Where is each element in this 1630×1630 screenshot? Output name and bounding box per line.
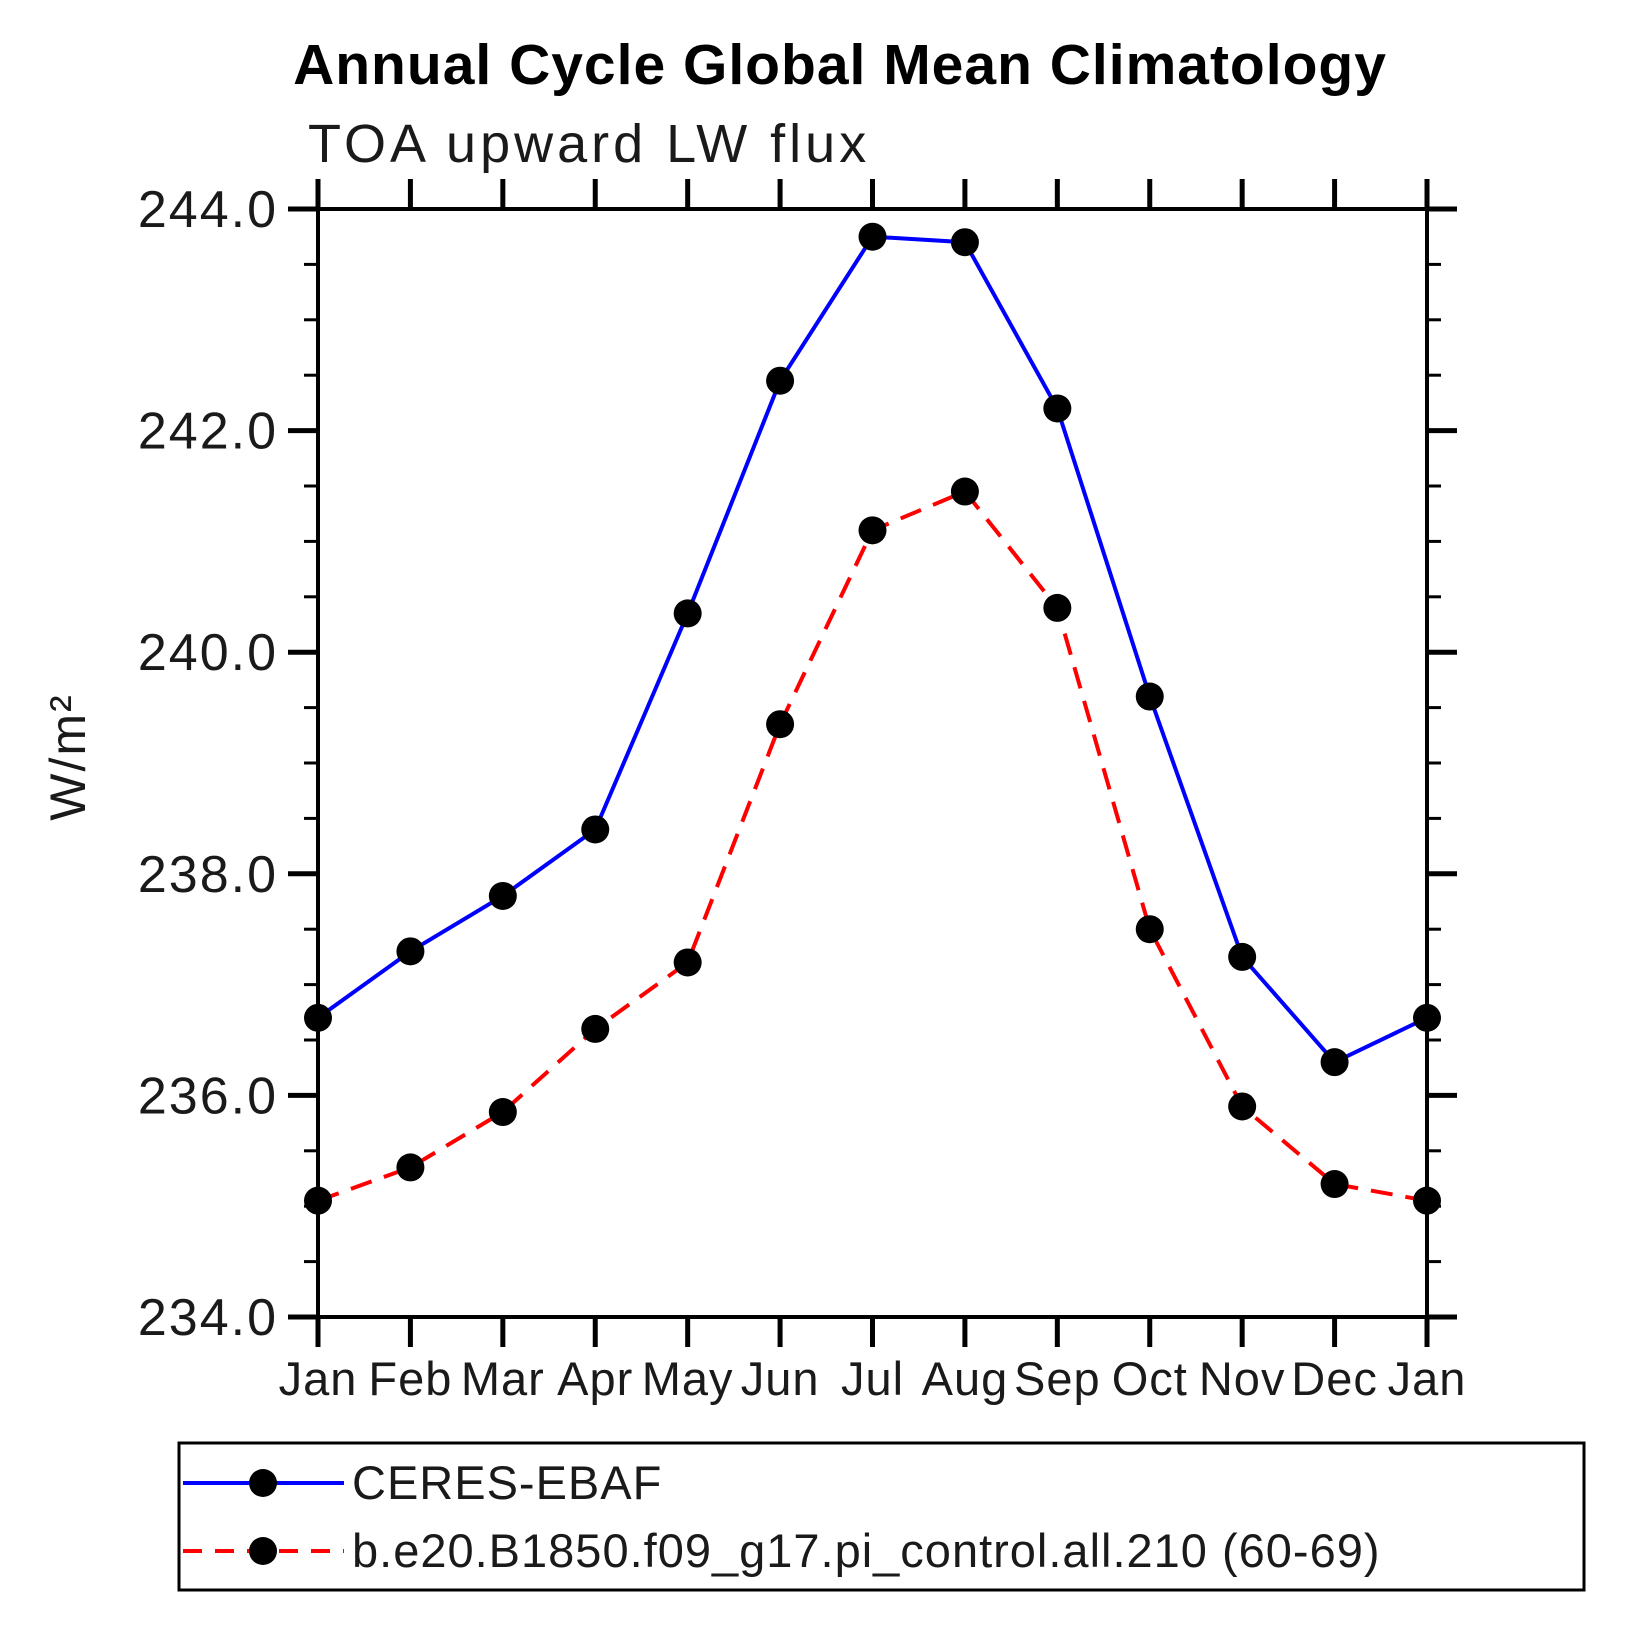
legend-marker: [249, 1537, 277, 1565]
x-tick-label: Dec: [1291, 1352, 1378, 1405]
data-point-marker: [858, 222, 887, 251]
legend-label: b.e20.B1850.f09_g17.pi_control.all.210 (…: [352, 1524, 1381, 1577]
x-tick-label: Jul: [841, 1352, 904, 1405]
data-point-marker: [488, 881, 517, 910]
data-point-marker: [488, 1098, 517, 1127]
legend: CERES-EBAF b.e20.B1850.f09_g17.pi_control…: [177, 1441, 1586, 1592]
data-point-marker: [1320, 1048, 1349, 1077]
chart-title: Annual Cycle Global Mean Climatology: [293, 33, 1387, 97]
legend-label: CERES-EBAF: [352, 1456, 662, 1509]
x-tick-label: Sep: [1014, 1352, 1101, 1405]
data-point-marker: [581, 815, 610, 844]
y-axis-label: W/m²: [40, 693, 96, 820]
data-point-marker: [304, 1186, 332, 1215]
data-point-marker: [858, 516, 887, 545]
legend-row: b.e20.B1850.f09_g17.pi_control.all.210 (…: [183, 1524, 1381, 1577]
y-tick-label: 234.0: [138, 1289, 278, 1347]
legend-box: [177, 1441, 1586, 1592]
data-point-marker: [1413, 1186, 1441, 1215]
legend-rows: CERES-EBAF b.e20.B1850.f09_g17.pi_control…: [183, 1456, 1381, 1577]
series-layer: [304, 222, 1441, 1215]
x-tick-label: Apr: [557, 1352, 633, 1405]
data-point-marker: [304, 1003, 332, 1032]
data-point-marker: [1135, 682, 1164, 711]
data-point-marker: [1413, 1003, 1441, 1032]
data-point-marker: [396, 1153, 425, 1182]
data-point-marker: [1228, 1092, 1257, 1121]
chart-subtitle: TOA upward LW flux: [308, 114, 870, 174]
series-line-0: [316, 234, 1428, 1065]
x-tick-labels: Jan Feb Mar Apr May Jun Jul Aug Sep Oct Nov Dec Jan: [279, 1352, 1467, 1405]
y-tick-label: 244.0: [138, 181, 278, 239]
y-tick-labels: 234.0 236.0 238.0 240.0 242.0 244.0: [138, 181, 278, 1347]
axis-ticks: [288, 179, 1457, 1347]
x-tick-label: Mar: [461, 1352, 545, 1405]
data-point-marker: [766, 710, 795, 739]
data-point-marker: [673, 948, 702, 977]
legend-row: CERES-EBAF: [183, 1456, 662, 1509]
data-point-marker: [673, 599, 702, 628]
x-tick-label: Jun: [741, 1352, 820, 1405]
plot-frame: [316, 207, 1429, 1319]
data-point-marker: [396, 937, 425, 966]
data-point-marker: [766, 366, 795, 395]
data-point-marker: [950, 477, 979, 506]
data-point-marker: [1043, 593, 1072, 622]
x-tick-label: Nov: [1199, 1352, 1286, 1405]
legend-marker: [249, 1469, 277, 1497]
data-point-marker: [1228, 942, 1257, 971]
y-tick-label: 236.0: [138, 1067, 278, 1125]
data-point-marker: [1135, 915, 1164, 944]
x-tick-label: Aug: [922, 1352, 1009, 1405]
data-point-marker: [581, 1014, 610, 1043]
data-point-marker: [1320, 1170, 1349, 1199]
y-tick-label: 242.0: [138, 403, 278, 461]
data-point-marker: [950, 228, 979, 257]
series-line-1: [317, 489, 1428, 1203]
x-tick-label: Feb: [368, 1352, 452, 1405]
x-tick-label: Oct: [1112, 1352, 1188, 1405]
x-tick-label: Jan: [1388, 1352, 1467, 1405]
y-tick-label: 238.0: [138, 846, 278, 904]
data-point-marker: [1043, 394, 1072, 423]
x-tick-label: May: [642, 1352, 734, 1405]
x-tick-label: Jan: [279, 1352, 358, 1405]
y-tick-label: 240.0: [138, 624, 278, 682]
